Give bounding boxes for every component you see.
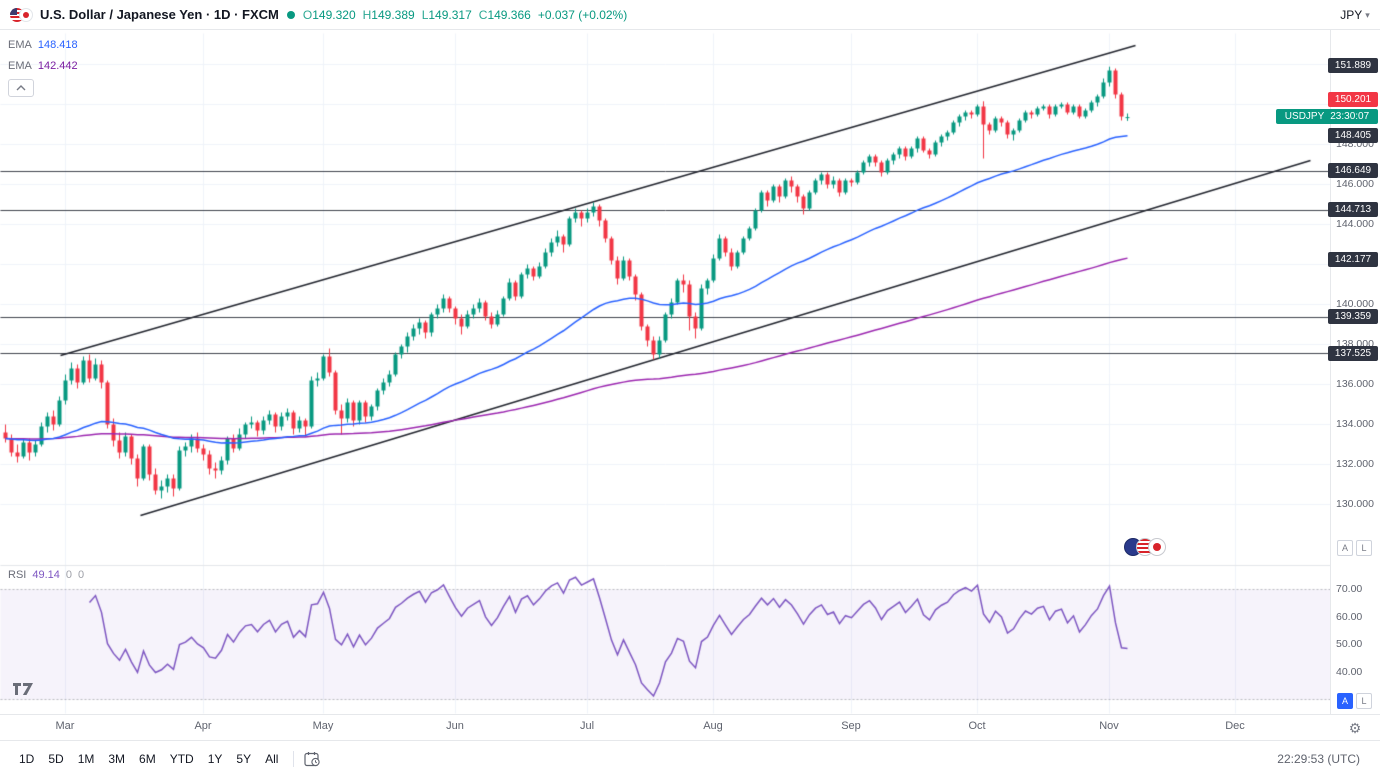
drawing-price-badge: 146.649: [1328, 163, 1378, 179]
auto-scale-button[interactable]: A: [1337, 540, 1353, 556]
unit-label: JPY: [1340, 8, 1363, 22]
symbol-title[interactable]: U.S. Dollar / Japanese Yen · 1D · FXCM: [40, 7, 279, 22]
ema-slow-legend[interactable]: EMA 142.442: [8, 55, 78, 76]
rsi-tick: 60.00: [1336, 610, 1363, 623]
range-buttons: 1D 5D 1M 3M 6M YTD 1Y 5Y All: [12, 748, 285, 770]
high-label: H: [362, 7, 372, 22]
currency-unit-selector[interactable]: JPY ▾: [1330, 0, 1380, 30]
drawing-price-badge: 144.713: [1328, 201, 1378, 217]
price-tick: 140.000: [1336, 298, 1374, 310]
rsi-tick: 70.00: [1336, 583, 1363, 595]
price-tick: 132.000: [1336, 458, 1374, 470]
open-value: 149.320: [312, 7, 356, 22]
range-button-3m[interactable]: 3M: [101, 748, 132, 770]
rsi-legend[interactable]: RSI 49.14 0 0: [8, 569, 84, 581]
rsi-value: 49.14: [32, 569, 60, 581]
price-axis-scale[interactable]: [1330, 30, 1380, 714]
toolbar-divider: [293, 750, 295, 767]
time-axis-scale[interactable]: [0, 714, 1380, 741]
tradingview-logo[interactable]: [12, 680, 40, 701]
rsi-tick: 50.00: [1336, 638, 1363, 650]
market-status-dot: [286, 10, 295, 19]
ema-fast-legend[interactable]: EMA 148.418: [8, 34, 78, 55]
ema-fast-label: EMA: [8, 38, 32, 51]
collapse-legend-button[interactable]: [8, 79, 34, 97]
drawing-price-badge: 142.177: [1328, 252, 1378, 268]
time-axis-month: Sep: [841, 720, 861, 732]
range-button-1m[interactable]: 1M: [71, 748, 102, 770]
price-tick: 130.000: [1336, 498, 1374, 510]
log-scale-button[interactable]: L: [1356, 540, 1372, 556]
countdown-symbol: USDJPY: [1284, 110, 1325, 122]
price-tick: 146.000: [1336, 178, 1374, 190]
calendar-icon[interactable]: [302, 749, 323, 769]
drawing-price-badge: 148.405: [1328, 127, 1378, 143]
close-label: C: [478, 7, 488, 22]
utc-clock[interactable]: 22:29:53 (UTC): [1277, 751, 1360, 766]
flags-sticker[interactable]: [1124, 536, 1170, 560]
time-axis-month: Jun: [446, 720, 464, 732]
countdown-time: 23:30:07: [1330, 110, 1370, 122]
time-axis-month: Apr: [194, 720, 212, 732]
main-pane-scale-buttons: A L: [1337, 540, 1372, 556]
rsi-tick: 40.00: [1336, 665, 1363, 678]
range-button-1y[interactable]: 1Y: [201, 748, 230, 770]
rsi-label: RSI: [8, 569, 27, 581]
pair-flags-icon: [10, 7, 33, 23]
range-button-all[interactable]: All: [258, 748, 285, 770]
low-label: L: [421, 7, 429, 22]
ohlc-values: O149.320 H149.389 L149.317 C149.366 +0.0…: [303, 8, 627, 22]
indicator-legend: EMA 148.418 EMA 142.442: [8, 34, 78, 97]
chevron-down-icon: ▾: [1365, 9, 1370, 20]
ema-fast-value: 148.418: [37, 38, 78, 51]
range-button-1d[interactable]: 1D: [12, 748, 41, 770]
price-tick: 136.000: [1336, 378, 1374, 390]
open-label: O: [302, 7, 313, 22]
rsi-pane-scale-buttons: A L: [1337, 693, 1372, 709]
ema-slow-value: 142.442: [37, 59, 78, 72]
drawing-price-badge: 137.525: [1328, 345, 1378, 361]
time-axis-month: Nov: [1099, 720, 1119, 732]
close-value: 149.366: [487, 7, 531, 22]
range-button-5y[interactable]: 5Y: [229, 748, 258, 770]
drawing-price-badge: 151.889: [1328, 58, 1378, 74]
rsi-extra-1: 0: [65, 569, 72, 581]
symbol-toolbar: U.S. Dollar / Japanese Yen · 1D · FXCM O…: [0, 0, 1380, 30]
last-price-countdown-badge: USDJPY 23:30:07: [1276, 108, 1378, 124]
range-button-5d[interactable]: 5D: [41, 748, 70, 770]
time-axis-month: Aug: [703, 720, 723, 732]
chevron-up-icon: [16, 85, 26, 91]
price-tick: 134.000: [1336, 418, 1374, 430]
time-axis-month: Dec: [1225, 720, 1245, 732]
bottom-toolbar: 1D 5D 1M 3M 6M YTD 1Y 5Y All 22:29:53 (UTC): [0, 740, 1380, 776]
high-value: 149.389: [371, 7, 415, 22]
chart-canvas[interactable]: [0, 0, 1330, 714]
rsi-auto-scale-button[interactable]: A: [1337, 693, 1353, 709]
time-axis-month: Mar: [55, 720, 75, 732]
time-axis-month: May: [312, 720, 334, 732]
price-tick: 144.000: [1336, 218, 1374, 230]
rsi-log-scale-button[interactable]: L: [1356, 693, 1372, 709]
gear-icon[interactable]: ⚙: [1348, 719, 1362, 736]
rsi-extra-2: 0: [78, 569, 85, 581]
price-alert-badge: 150.201: [1328, 91, 1378, 107]
time-axis-month: Oct: [968, 720, 986, 732]
drawing-price-badge: 139.359: [1328, 308, 1378, 324]
ema-slow-label: EMA: [8, 59, 32, 72]
range-button-ytd[interactable]: YTD: [163, 748, 201, 770]
range-button-6m[interactable]: 6M: [132, 748, 163, 770]
change-value: +0.037 (+0.02%): [537, 7, 628, 22]
time-axis-month: Jul: [579, 720, 595, 732]
low-value: 149.317: [428, 7, 472, 22]
